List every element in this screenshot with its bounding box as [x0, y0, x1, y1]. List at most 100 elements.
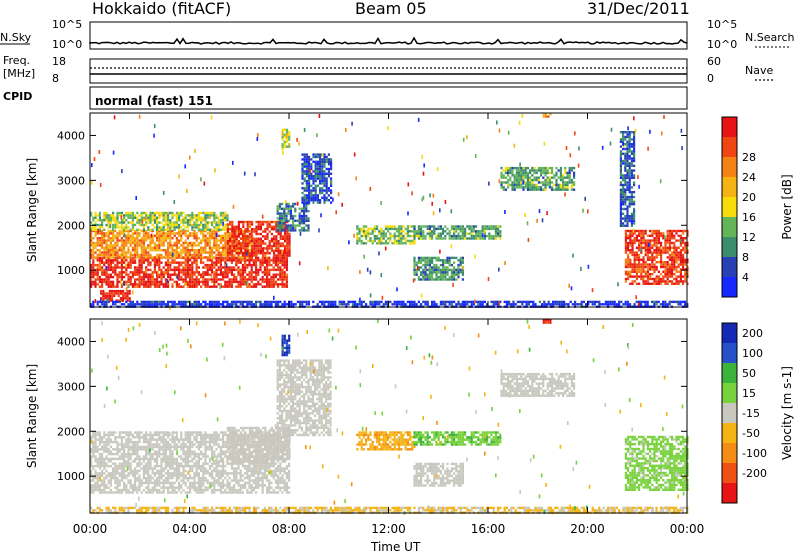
heatmap-cell — [573, 166, 576, 170]
heatmap-cell — [633, 215, 636, 218]
heatmap-cell — [655, 237, 658, 240]
heatmap-cell — [211, 280, 214, 284]
heatmap-cell — [308, 167, 311, 171]
heatmap-cell — [129, 239, 132, 242]
heatmap-cell — [217, 221, 220, 224]
heatmap-cell — [197, 266, 200, 269]
heatmap-cell — [120, 246, 123, 249]
heatmap-cell — [266, 275, 269, 279]
heatmap-cell — [202, 251, 205, 254]
heatmap-cell — [169, 256, 172, 259]
heatmap-cell — [622, 144, 625, 149]
heatmap-cell — [535, 176, 538, 179]
heatmap-cell — [415, 273, 418, 276]
heatmap-cell — [657, 232, 660, 235]
heatmap-cell — [138, 283, 141, 286]
heatmap-cell — [231, 254, 234, 257]
heatmap-cell — [145, 283, 148, 286]
heatmap-cell — [107, 219, 110, 222]
heatmap-cell — [197, 280, 200, 284]
heatmap-cell — [189, 285, 192, 288]
heatmap-cell — [103, 263, 106, 267]
heatmap-cell — [158, 246, 161, 249]
heatmap-cell — [160, 211, 163, 215]
heatmap-cell — [459, 234, 462, 238]
heatmap-cell — [149, 214, 152, 217]
heatmap-cell — [250, 241, 253, 245]
heatmap-cell — [268, 252, 271, 255]
heatmap-cell — [431, 201, 433, 206]
heatmap-cell — [646, 268, 649, 271]
heatmap-cell — [140, 229, 143, 233]
heatmap-cell — [395, 300, 398, 304]
heatmap-cell — [655, 232, 658, 235]
heatmap-cell — [90, 228, 93, 231]
heatmap-cell — [406, 300, 409, 304]
heatmap-cell — [666, 303, 669, 306]
heatmap-cell — [320, 213, 322, 218]
heatmap-cell — [509, 166, 512, 170]
heatmap-cell — [626, 210, 629, 213]
heatmap-cell — [162, 303, 165, 306]
heatmap-cell — [629, 244, 632, 247]
heatmap-cell — [112, 303, 115, 306]
heatmap-cell — [299, 303, 302, 306]
heatmap-cell — [631, 263, 634, 266]
heatmap-cell — [287, 210, 290, 213]
heatmap-cell — [628, 215, 631, 218]
heatmap-cell — [156, 253, 159, 257]
heatmap-cell — [546, 178, 549, 182]
heatmap-cell — [651, 256, 654, 259]
heatmap-cell — [116, 300, 119, 304]
heatmap-cell — [219, 219, 222, 222]
heatmap-cell — [156, 219, 159, 222]
heatmap-cell — [145, 253, 148, 257]
heatmap-cell — [619, 152, 622, 155]
heatmap-cell — [277, 283, 280, 286]
heatmap-cell — [226, 280, 229, 284]
heatmap-cell — [162, 285, 165, 288]
heatmap-cell — [547, 300, 550, 304]
heatmap-cell — [457, 263, 460, 267]
heatmap-cell — [316, 155, 319, 159]
heatmap-cell — [266, 273, 269, 276]
heatmap-cell — [246, 242, 249, 245]
heatmap-cell — [492, 225, 495, 228]
heatmap-cell — [546, 211, 548, 216]
heatmap-cell — [649, 268, 652, 271]
heatmap-cell — [186, 271, 189, 274]
heatmap-cell — [136, 211, 139, 215]
heatmap-cell — [358, 232, 361, 235]
heatmap-cell — [298, 212, 301, 215]
heatmap-cell — [448, 268, 451, 272]
heatmap-cell — [121, 169, 123, 174]
heatmap-cell — [435, 268, 438, 272]
heatmap-cell — [213, 261, 216, 264]
heatmap-cell — [622, 195, 625, 199]
heatmap-cell — [287, 224, 290, 227]
heatmap-cell — [504, 171, 507, 175]
heatmap-cell — [301, 177, 304, 180]
heatmap-cell — [217, 303, 220, 306]
heatmap-cell — [233, 244, 236, 248]
heatmap-cell — [305, 165, 308, 168]
heatmap-cell — [437, 237, 440, 240]
heatmap-cell — [472, 237, 475, 240]
heatmap-cell — [319, 187, 322, 190]
heatmap-cell — [184, 253, 187, 257]
heatmap-cell — [171, 300, 174, 304]
heatmap-cell — [635, 256, 638, 259]
heatmap-cell — [461, 225, 464, 228]
heatmap-cell — [208, 237, 211, 240]
heatmap-cell — [611, 300, 614, 304]
heatmap-cell — [189, 216, 192, 219]
heatmap-cell — [281, 275, 284, 279]
heatmap-cell — [230, 278, 233, 281]
heatmap-cell — [660, 258, 663, 261]
heatmap-cell — [548, 171, 551, 175]
heatmap-cell — [428, 263, 431, 267]
heatmap-cell — [151, 249, 154, 252]
heatmap-cell — [184, 234, 187, 237]
heatmap-cell — [116, 239, 119, 242]
heatmap-cell — [219, 303, 222, 306]
